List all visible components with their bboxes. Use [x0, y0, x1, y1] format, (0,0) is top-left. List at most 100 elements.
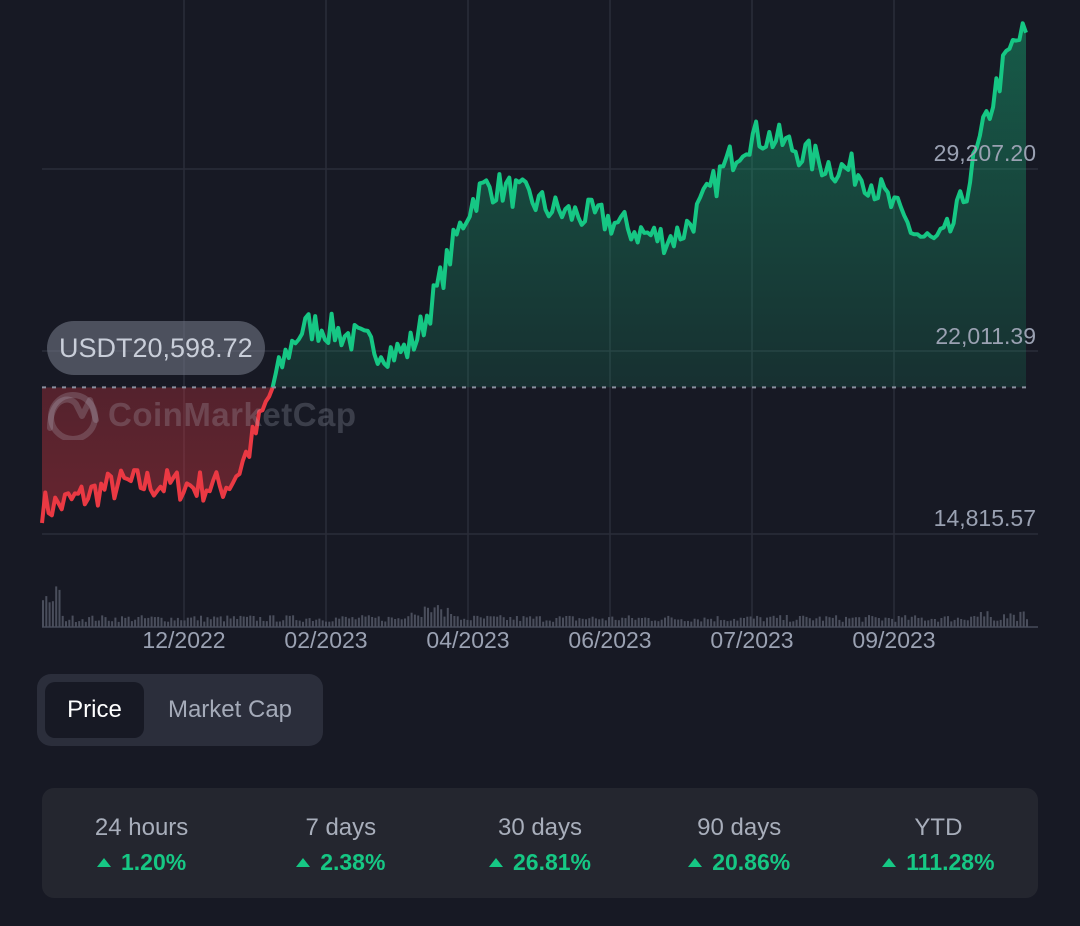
volume-bar	[1019, 611, 1022, 627]
volume-bar	[246, 616, 248, 627]
volume-bar	[196, 620, 199, 627]
x-axis-label: 06/2023	[568, 627, 652, 653]
volume-bar	[690, 621, 693, 627]
volume-bar	[654, 620, 657, 627]
volume-bar	[446, 607, 449, 627]
watermark-text: CoinMarketCap	[108, 396, 357, 433]
volume-bar	[733, 618, 736, 627]
volume-bar	[545, 620, 548, 627]
volume-bar	[479, 617, 482, 627]
volume-bar	[440, 609, 443, 627]
price-line-down	[40, 387, 275, 524]
coinmarketcap-logo-icon	[47, 392, 99, 440]
price-chart[interactable]: CoinMarketCap USDT20,598.72 29,207.20 22…	[0, 0, 1080, 660]
volume-bar	[900, 617, 903, 627]
volume-bar	[644, 617, 647, 627]
volume-bar	[157, 616, 160, 627]
volume-bar	[979, 612, 982, 627]
volume-bar	[1006, 618, 1009, 627]
volume-bar	[706, 619, 709, 627]
volume-bar	[634, 619, 637, 627]
volume-bar	[305, 618, 308, 627]
stat-label: YTD	[914, 814, 963, 841]
volume-bar	[413, 614, 416, 627]
volume-bar	[670, 617, 673, 627]
volume-bar	[180, 620, 183, 627]
volume-bar	[624, 618, 627, 627]
volume-bar	[374, 617, 377, 627]
volume-bar	[641, 618, 643, 627]
stat-90d: 90 days 20.86%	[640, 788, 839, 898]
volume-bar	[117, 621, 120, 627]
volume-bar	[617, 620, 620, 627]
y-axis-label-mid: 22,011.39	[935, 323, 1036, 349]
volume-bar	[907, 619, 910, 627]
volume-bar	[193, 616, 196, 627]
volume-bar	[361, 615, 364, 627]
volume-bar	[729, 620, 732, 627]
volume-bar	[229, 618, 232, 627]
volume-bar	[183, 620, 186, 627]
volume-bar	[713, 621, 716, 627]
volume-bar	[594, 618, 597, 627]
volume-bar	[548, 620, 551, 627]
volume-bar	[269, 615, 272, 627]
volume-bar	[736, 620, 739, 627]
x-axis-label: 09/2023	[852, 627, 936, 653]
volume-bar	[282, 620, 285, 627]
volume-bar	[302, 621, 304, 627]
volume-bar	[124, 617, 127, 627]
volume-bar	[367, 615, 370, 627]
volume-bar	[114, 617, 117, 627]
volume-bar	[144, 618, 146, 627]
volume-bar	[555, 618, 558, 627]
volume-bar	[749, 616, 752, 627]
volume-bar	[726, 621, 729, 627]
volume-bar	[450, 614, 453, 627]
volume-bar	[782, 620, 785, 627]
volume-bar	[723, 619, 726, 627]
stat-24h: 24 hours 1.20%	[42, 788, 241, 898]
volume-bar	[473, 615, 476, 627]
volume-bar	[647, 618, 650, 627]
volume-bar	[489, 616, 492, 627]
volume-bar	[512, 619, 515, 627]
volume-bar	[966, 620, 969, 627]
volume-bar	[598, 619, 601, 627]
stat-7d: 7 days 2.38%	[241, 788, 440, 898]
volume-bar	[568, 615, 571, 627]
volume-bar	[381, 620, 383, 627]
volume-bar	[950, 621, 953, 627]
volume-bar	[621, 617, 624, 627]
volume-bar	[565, 616, 568, 627]
volume-bar	[170, 617, 173, 627]
volume-bar	[285, 615, 288, 627]
price-tab[interactable]: Price	[45, 682, 144, 738]
volume-bar	[897, 616, 900, 627]
volume-bar	[390, 617, 393, 627]
volume-bar	[163, 621, 166, 627]
market-cap-tab[interactable]: Market Cap	[167, 696, 293, 723]
volume-bar	[216, 617, 219, 627]
volume-bar	[430, 612, 433, 627]
volume-bar	[650, 620, 653, 627]
volume-bar	[904, 615, 907, 627]
volume-bar	[664, 617, 666, 627]
volume-bar	[515, 616, 518, 627]
volume-bar	[756, 615, 759, 627]
volume-bar	[611, 616, 614, 627]
volume-bar	[854, 617, 857, 627]
volume-bar	[838, 619, 841, 627]
volume-bar	[703, 617, 706, 627]
volume-bar	[223, 621, 225, 627]
volume-bar	[808, 618, 811, 627]
stat-ytd: YTD 111.28%	[839, 788, 1038, 898]
volume-bar	[887, 618, 890, 627]
volume-bar	[239, 615, 242, 627]
volume-bar	[677, 619, 680, 627]
volume-bar	[443, 616, 446, 627]
volume-bar	[61, 615, 64, 627]
volume-bar	[242, 616, 245, 627]
volume-bar	[84, 621, 87, 627]
chart-canvas[interactable]	[0, 0, 1080, 660]
